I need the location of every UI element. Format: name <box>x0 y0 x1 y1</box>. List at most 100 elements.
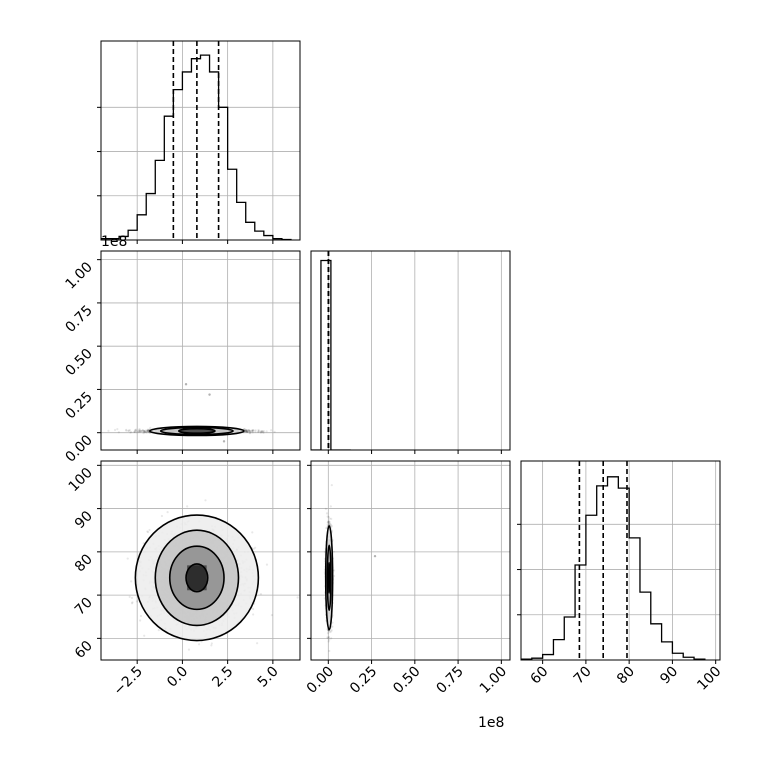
density-core <box>180 428 214 433</box>
y-tick-label: 0.00 <box>62 432 95 465</box>
scatter-point <box>330 629 333 632</box>
scatter-point <box>144 429 147 432</box>
scatter-point <box>131 601 134 604</box>
histogram-step <box>311 259 351 450</box>
scatter-point <box>326 637 330 640</box>
scatter-point <box>138 429 141 432</box>
scatter-point <box>133 430 136 434</box>
scatter-point <box>251 431 254 434</box>
x-tick-label: −2.5 <box>111 664 146 699</box>
scatter-point <box>329 505 332 508</box>
scatter-point <box>149 426 152 429</box>
scatter-point <box>245 428 248 432</box>
scatter-point <box>146 429 149 433</box>
scatter-point <box>252 613 255 616</box>
scatter-point <box>197 643 201 646</box>
scatter-point <box>117 431 120 434</box>
scatter-point <box>141 429 144 432</box>
x-tick-label: 90 <box>657 664 681 688</box>
histogram-panel-p0 <box>97 40 301 244</box>
scatter-point <box>245 428 248 432</box>
scatter-point <box>146 429 150 432</box>
scatter-point <box>254 546 257 549</box>
scatter-point <box>138 430 142 433</box>
scatter-point <box>142 429 146 432</box>
panel-content <box>101 251 300 450</box>
scatter-point <box>148 528 151 532</box>
scatter-point <box>328 629 331 633</box>
scatter-point <box>259 431 263 434</box>
scatter-point <box>146 531 150 534</box>
scatter-point <box>245 430 248 433</box>
scatter-point <box>128 428 131 432</box>
scatter-point <box>260 430 263 433</box>
scatter-point <box>261 430 264 433</box>
contour-line <box>168 545 225 611</box>
scatter-point <box>245 430 248 433</box>
scatter-point <box>243 428 247 431</box>
scatter-point <box>135 431 138 434</box>
panel-content <box>311 251 502 450</box>
scatter-point <box>204 499 207 502</box>
y-tick-label: 80 <box>72 551 96 575</box>
scatter-point <box>210 644 213 647</box>
scatter-point <box>113 428 117 432</box>
scatter-point <box>137 429 140 433</box>
x-tick-label: 2.5 <box>209 664 236 691</box>
panel-content <box>101 41 300 240</box>
scatter-point <box>245 430 249 433</box>
scatter-point <box>143 430 146 433</box>
scatter-point <box>139 430 142 433</box>
scatter-point <box>143 634 146 637</box>
scatter-point <box>139 614 143 618</box>
scatter-point <box>134 428 137 432</box>
scatter-point <box>141 428 145 432</box>
scatter-point <box>254 430 257 433</box>
outlier-point <box>184 383 188 386</box>
scatter-point <box>130 602 134 605</box>
scatter-point <box>143 430 146 433</box>
scatter-point <box>125 428 128 431</box>
scatter-point <box>141 429 144 432</box>
scatter-point <box>129 431 132 434</box>
scatter-point <box>133 430 136 433</box>
scatter-point <box>296 596 299 599</box>
y-tick-label: 0.50 <box>62 346 95 379</box>
scatter-point <box>146 428 149 431</box>
histogram-step <box>101 54 292 240</box>
x-tick-label: 70 <box>571 664 595 688</box>
scatter-point <box>134 428 138 431</box>
scatter-point <box>257 430 260 433</box>
scatter-point <box>145 430 148 433</box>
panel-content <box>311 461 510 660</box>
scatter-point <box>249 432 252 435</box>
scatter-point <box>157 629 160 632</box>
scatter-point <box>265 430 268 433</box>
scatter-point <box>273 430 276 433</box>
scatter-point <box>244 429 247 433</box>
scatter-point <box>186 505 189 508</box>
x-tick-label: 5.0 <box>255 664 282 691</box>
scatter-point <box>146 430 149 433</box>
scatter-point <box>259 592 263 596</box>
scatter-point <box>252 429 255 432</box>
scatter-point <box>243 428 246 431</box>
scatter-point <box>262 430 266 433</box>
scatter-point <box>130 580 133 583</box>
scatter-point <box>246 430 249 433</box>
scatter-point <box>244 429 247 433</box>
histogram-panel-p1 <box>310 250 511 454</box>
scatter-point <box>257 428 260 432</box>
scatter-point <box>327 522 331 526</box>
scatter-point <box>125 429 128 432</box>
scatter-point <box>127 429 130 432</box>
scatter-point <box>251 428 255 432</box>
scatter-point <box>248 429 251 432</box>
scatter-point <box>127 429 130 432</box>
contour-line <box>154 529 240 627</box>
scatter-point <box>251 531 254 534</box>
x-tick-label: 100 <box>694 664 724 694</box>
scatter-point <box>139 619 142 622</box>
